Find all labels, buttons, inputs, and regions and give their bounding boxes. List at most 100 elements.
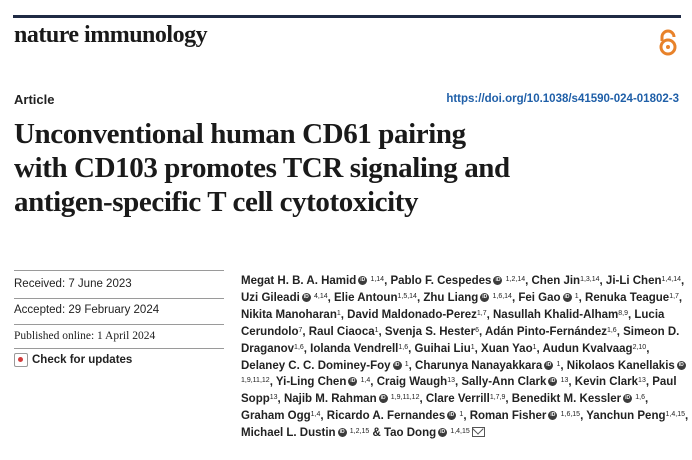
author-entry[interactable]: Iolanda Vendrell1,6 — [310, 343, 408, 355]
author-entry[interactable]: Fei Gao 1 — [518, 292, 578, 304]
orcid-icon[interactable] — [548, 411, 558, 421]
author-name[interactable]: Guihai Liu — [414, 342, 471, 355]
orcid-icon[interactable] — [676, 360, 686, 370]
author-entry[interactable]: Charunya Nanayakkara 1 — [415, 360, 560, 372]
author-entry[interactable]: Delaney C. C. Dominey-Foy 1 — [241, 360, 409, 372]
author-name[interactable]: Paul Sopp — [241, 376, 677, 406]
author-entry[interactable]: Nikolaos Kanellakis 1,9,11,12 — [241, 360, 686, 389]
author-name[interactable]: Lucia Cerundolo — [241, 308, 665, 338]
orcid-icon[interactable] — [358, 276, 368, 285]
author-entry[interactable]: Najib M. Rahman 1,9,11,12 — [284, 393, 420, 405]
author-name[interactable]: Xuan Yao — [481, 342, 533, 355]
author-entry[interactable]: David Maldonado-Perez1,7 — [347, 309, 486, 321]
orcid-icon[interactable] — [447, 411, 457, 421]
orcid-icon[interactable] — [623, 394, 633, 404]
author-name[interactable]: Yi-Ling Chen — [275, 376, 347, 389]
author-name[interactable]: Pablo F. Cespedes — [390, 275, 492, 287]
author-entry[interactable]: Nasullah Khalid-Alham8,9 — [493, 309, 628, 321]
author-name[interactable]: Ricardo A. Fernandes — [326, 410, 446, 423]
author-name[interactable]: Najib M. Rahman — [283, 393, 377, 406]
orcid-icon[interactable] — [562, 292, 572, 302]
author-name[interactable]: Sally-Ann Clark — [461, 376, 547, 389]
author-entry[interactable]: Zhu Liang 1,6,14 — [423, 292, 512, 304]
author-name[interactable]: Delaney C. C. Dominey-Foy — [241, 359, 391, 372]
author-entry[interactable]: Audun Kvalvaag2,10 — [542, 343, 646, 355]
author-name[interactable]: Nikita Manoharan — [241, 308, 337, 321]
orcid-icon[interactable] — [438, 428, 448, 438]
author-affiliation: 2,10 — [632, 343, 647, 351]
author-name[interactable]: Renuka Teague — [585, 291, 670, 304]
author-entry[interactable]: Sally-Ann Clark 13 — [461, 376, 568, 388]
orcid-icon[interactable] — [301, 292, 311, 302]
author-entry[interactable]: Megat H. B. A. Hamid 1,14 — [241, 275, 384, 287]
author-entry[interactable]: Adán Pinto-Fernández1,6 — [485, 326, 617, 338]
author-entry[interactable]: Svenja S. Hester6 — [385, 326, 479, 338]
author-entry[interactable]: Raul Ciaoca1 — [309, 326, 379, 338]
author-name[interactable]: Benedikt M. Kessler — [511, 393, 622, 406]
author-name[interactable]: Charunya Nanayakkara — [415, 359, 543, 372]
author-name[interactable]: Elie Antoun — [334, 291, 398, 304]
author-entry[interactable]: Renuka Teague1,7 — [585, 292, 679, 304]
author-entry[interactable]: Simeon D. Draganov1,6 — [241, 326, 679, 355]
author-name[interactable]: Yanchun Peng — [586, 410, 666, 423]
author-name[interactable]: Craig Waugh — [376, 376, 448, 389]
orcid-icon[interactable] — [337, 428, 347, 438]
author-name[interactable]: Fei Gao — [518, 291, 561, 304]
orcid-icon[interactable] — [378, 394, 388, 404]
author-name[interactable]: Roman Fisher — [469, 410, 547, 423]
author-entry[interactable]: Chen Jin1,3,14 — [532, 275, 600, 287]
author-entry[interactable]: Yi-Ling Chen 1,4 — [276, 376, 370, 388]
author-entry[interactable]: Uzi Gileadi 4,14 — [241, 292, 328, 304]
orcid-icon[interactable] — [493, 276, 503, 285]
envelope-icon[interactable] — [471, 427, 485, 438]
author-entry[interactable]: Paul Sopp13 — [241, 376, 677, 405]
author-entry[interactable]: Roman Fisher 1,6,15 — [470, 410, 580, 422]
author-list: Megat H. B. A. Hamid 1,14, Pablo F. Cesp… — [241, 273, 689, 442]
check-for-updates-button[interactable]: Check for updates — [14, 353, 132, 367]
author-entry[interactable]: Nikita Manoharan1 — [241, 309, 341, 321]
author-entry[interactable]: Yanchun Peng1,4,15 — [586, 410, 685, 422]
journal-name[interactable]: nature immunology — [14, 22, 208, 48]
author-name[interactable]: Graham Ogg — [241, 410, 311, 423]
author-name[interactable]: David Maldonado-Perez — [347, 308, 477, 321]
author-entry[interactable]: Craig Waugh13 — [377, 376, 455, 388]
author-entry[interactable]: Clare Verrill1,7,9 — [426, 393, 506, 405]
author-entry[interactable]: Xuan Yao1 — [481, 343, 536, 355]
author-name[interactable]: Megat H. B. A. Hamid — [241, 275, 357, 287]
author-name[interactable]: Uzi Gileadi — [241, 291, 300, 304]
author-name[interactable]: Simeon D. Draganov — [241, 325, 680, 355]
author-entry[interactable]: Lucia Cerundolo7 — [241, 309, 664, 338]
author-name[interactable]: Audun Kvalvaag — [542, 342, 633, 355]
author-entry[interactable]: Graham Ogg1,4 — [241, 410, 320, 422]
author-entry[interactable]: Benedikt M. Kessler 1,6 — [512, 393, 645, 405]
author-name[interactable]: Ji-Li Chen — [605, 275, 662, 287]
author-entry[interactable]: Pablo F. Cespedes 1,2,14 — [390, 275, 525, 287]
author-name[interactable]: Chen Jin — [531, 275, 581, 287]
author-name[interactable]: Kevin Clark — [574, 376, 639, 389]
orcid-icon[interactable] — [548, 377, 558, 387]
author-affiliation: 1,6 — [294, 343, 304, 351]
orcid-icon[interactable] — [544, 360, 554, 370]
author-name[interactable]: Michael L. Dustin — [241, 427, 336, 440]
author-entry[interactable]: Michael L. Dustin 1,2,15 — [241, 427, 369, 439]
author-name[interactable]: Nikolaos Kanellakis — [566, 359, 675, 372]
author-name[interactable]: Adán Pinto-Fernández — [484, 325, 607, 338]
doi-link[interactable]: https://doi.org/10.1038/s41590-024-01802… — [446, 93, 679, 105]
author-entry[interactable]: Elie Antoun1,5,14 — [334, 292, 417, 304]
author-name[interactable]: Svenja S. Hester — [384, 325, 476, 338]
author-entry[interactable]: Guihai Liu1 — [415, 343, 475, 355]
author-entry[interactable]: Ji-Li Chen1,4,14 — [606, 275, 681, 287]
orcid-icon[interactable] — [348, 377, 358, 387]
orcid-icon[interactable] — [392, 360, 402, 370]
author-name[interactable]: Clare Verrill — [425, 393, 490, 406]
orcid-icon[interactable] — [480, 292, 490, 302]
author-name[interactable]: Zhu Liang — [423, 291, 479, 304]
author-entry[interactable]: Tao Dong 1,4,15 — [384, 427, 485, 439]
author-name[interactable]: Tao Dong — [383, 427, 437, 440]
author-name[interactable]: Nasullah Khalid-Alham — [493, 308, 619, 321]
author-name[interactable]: Iolanda Vendrell — [310, 342, 399, 355]
author-entry[interactable]: Ricardo A. Fernandes 1 — [327, 410, 464, 422]
author-entry[interactable]: Kevin Clark13 — [575, 376, 646, 388]
author-name[interactable]: Raul Ciaoca — [308, 325, 375, 338]
author-affiliation: 6 — [475, 326, 479, 334]
